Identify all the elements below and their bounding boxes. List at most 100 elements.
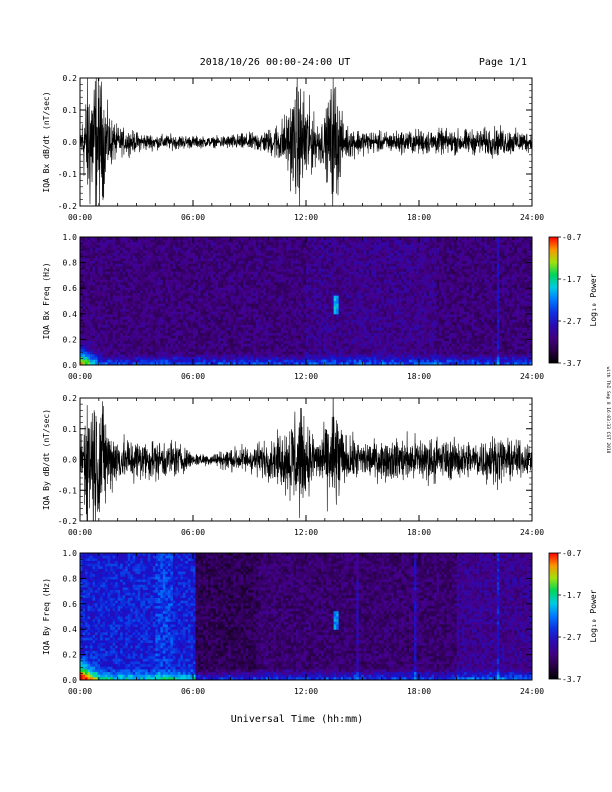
- spectrogram-cell: [185, 317, 189, 320]
- spectrogram-cell: [250, 295, 254, 299]
- spectrogram-cell: [295, 325, 299, 328]
- spectrogram-cell: [265, 319, 269, 323]
- spectrogram-cell: [198, 293, 201, 296]
- spectrogram-cell: [120, 335, 123, 339]
- spectrogram-cell: [331, 351, 334, 355]
- spectrogram-cell: [245, 357, 249, 360]
- spectrogram-cell: [270, 250, 274, 254]
- spectrogram-cell: [182, 346, 186, 350]
- spectrogram-cell: [283, 298, 287, 302]
- spectrogram-cell: [87, 263, 91, 267]
- spectrogram-cell: [92, 346, 96, 350]
- spectrogram-cell: [258, 253, 262, 256]
- spectrogram-cell: [265, 295, 269, 299]
- spectrogram-cell: [172, 285, 176, 288]
- spectrogram-cell: [321, 263, 324, 267]
- spectrogram-cell: [328, 354, 332, 358]
- spectrogram-cell: [203, 359, 206, 363]
- spectrogram-cell: [295, 346, 299, 350]
- spectrogram-cell: [117, 343, 121, 347]
- spectrogram-cell: [275, 314, 279, 318]
- spectrogram-cell: [275, 338, 279, 342]
- spectrogram-cell: [142, 255, 146, 259]
- spectrogram-cell: [100, 351, 103, 355]
- spectrogram-cell: [90, 269, 93, 272]
- spectrogram-cell: [140, 261, 144, 264]
- spectrogram-cell: [268, 287, 272, 291]
- spectrogram-cell: [223, 335, 226, 339]
- spectrogram-cell: [135, 330, 139, 334]
- spectrogram-cell: [225, 277, 229, 280]
- spectrogram-cell: [298, 351, 302, 355]
- spectrogram-cell: [140, 327, 144, 331]
- spectrogram-cell: [311, 285, 314, 288]
- spectrogram-cell: [95, 346, 98, 350]
- spectrogram-cell: [122, 303, 126, 307]
- spectrogram-cell: [243, 258, 247, 262]
- spectrogram-cell: [200, 322, 204, 326]
- spectrogram-cell: [300, 303, 304, 307]
- spectrogram-cell: [326, 242, 329, 246]
- spectrogram-cell: [97, 314, 101, 318]
- spectrogram-cell: [331, 247, 334, 251]
- spectrogram-cell: [162, 247, 166, 251]
- spectrogram-cell: [170, 271, 174, 275]
- spectrogram-cell: [112, 311, 116, 315]
- spectrogram-cell: [115, 263, 118, 267]
- spectrogram-cell: [245, 290, 249, 294]
- spectrogram-cell: [142, 290, 146, 294]
- spectrogram-cell: [165, 293, 169, 296]
- spectrogram-cell: [142, 333, 146, 336]
- spectrogram-cell: [248, 325, 252, 328]
- spectrogram-cell: [331, 255, 334, 259]
- spectrogram-cell: [110, 271, 113, 275]
- spectrogram-cell: [225, 258, 229, 262]
- spectrogram-cell: [255, 290, 259, 294]
- spectrogram-cell: [323, 271, 327, 275]
- spectrogram-cell: [220, 351, 224, 355]
- spectrogram-cell: [142, 269, 146, 272]
- spectrogram-cell: [187, 277, 191, 280]
- spectrogram-cell: [112, 359, 116, 363]
- spectrogram-cell: [97, 263, 101, 267]
- spectrogram-cell: [250, 279, 254, 283]
- spectrogram-cell: [228, 263, 231, 267]
- spectrogram-cell: [298, 359, 302, 363]
- spectrogram-cell: [240, 335, 244, 339]
- spectrogram-cell: [80, 309, 83, 312]
- spectrogram-cell: [145, 317, 149, 320]
- spectrogram-cell: [142, 266, 146, 270]
- spectrogram-cell: [125, 346, 129, 350]
- spectrogram-cell: [185, 322, 189, 326]
- spectrogram-cell: [210, 245, 214, 248]
- spectrogram-cell: [331, 261, 334, 264]
- spectrogram-cell: [162, 301, 166, 304]
- spectrogram-cell: [238, 354, 242, 358]
- spectrogram-cell: [278, 349, 282, 352]
- spectrogram-cell: [285, 311, 289, 315]
- spectrogram-cell: [122, 274, 126, 278]
- spectrogram-cell: [245, 330, 249, 334]
- spectrogram-cell: [238, 301, 242, 304]
- spectrogram-cell: [235, 306, 239, 310]
- spectrogram-cell: [280, 306, 284, 310]
- spectrogram-cell: [253, 309, 257, 312]
- spectrogram-cell: [80, 311, 83, 315]
- spectrogram-cell: [150, 362, 154, 366]
- spectrogram-cell: [172, 311, 176, 315]
- spectrogram-cell: [187, 301, 191, 304]
- spectrogram-cell: [205, 338, 209, 342]
- spectrogram-cell: [220, 293, 224, 296]
- spectrogram-cell: [218, 245, 221, 248]
- spectrogram-cell: [97, 349, 101, 352]
- spectrogram-cell: [290, 247, 294, 251]
- spectrogram-cell: [165, 303, 169, 307]
- spectrogram-cell: [137, 298, 141, 302]
- spectrogram-cell: [122, 245, 126, 248]
- spectrogram-cell: [235, 274, 239, 278]
- spectrogram-cell: [142, 242, 146, 246]
- spectrogram-cell: [230, 349, 234, 352]
- spectrogram-cell: [316, 274, 319, 278]
- spectrogram-cell: [243, 269, 247, 272]
- spectrogram-cell: [288, 301, 292, 304]
